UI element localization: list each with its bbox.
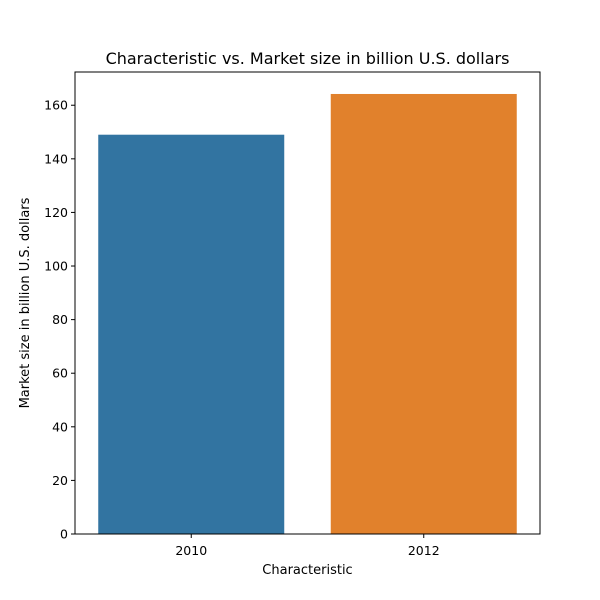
bars-group xyxy=(98,93,517,535)
x-axis-label: Characteristic xyxy=(262,563,352,578)
y-axis-label: Market size in billion U.S. dollars xyxy=(18,197,33,408)
bar-2012 xyxy=(330,93,517,534)
y-tick-label: 160 xyxy=(44,98,68,113)
y-tick-label: 60 xyxy=(52,366,68,381)
y-tick-label: 140 xyxy=(44,151,68,166)
y-tick-label: 120 xyxy=(44,205,68,220)
y-axis-ticks: 0 20 40 60 80 100 120 140 160 xyxy=(44,98,75,542)
y-tick-label: 20 xyxy=(52,473,68,488)
y-tick-label: 0 xyxy=(60,527,68,542)
x-axis-ticks: 2010 2012 xyxy=(175,534,440,558)
y-tick-label: 80 xyxy=(52,312,68,327)
plot-frame xyxy=(74,71,541,535)
y-tick-label: 40 xyxy=(52,419,68,434)
bar-2010 xyxy=(98,134,285,535)
chart-title: Characteristic vs. Market size in billio… xyxy=(106,49,510,68)
x-tick-label: 2012 xyxy=(408,543,440,558)
x-tick-label: 2010 xyxy=(175,543,207,558)
y-tick-label: 100 xyxy=(44,259,68,274)
